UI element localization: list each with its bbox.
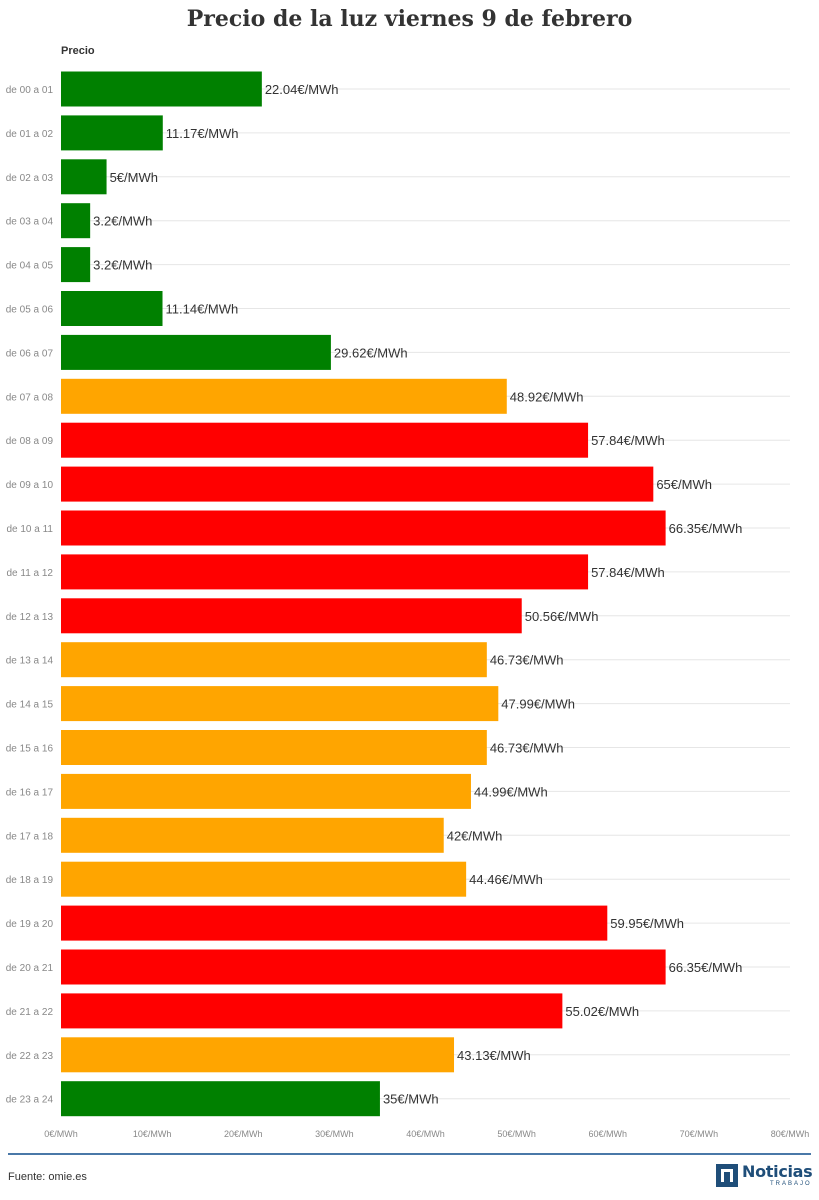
bar [61,510,666,546]
data-label: 57.84€/MWh [591,565,665,580]
category-label: de 21 a 22 [6,1007,54,1018]
bar [61,378,507,414]
data-label: 66.35€/MWh [669,521,743,536]
data-label: 5€/MWh [110,170,158,185]
bar [61,466,654,502]
data-label: 11.14€/MWh [166,302,239,317]
category-label: de 06 a 07 [6,348,54,359]
category-label: de 02 a 03 [6,173,54,184]
data-label: 22.04€/MWh [265,82,339,97]
category-label: de 22 a 23 [6,1051,54,1062]
source-note: Fuente: omie.es [8,1171,87,1183]
bar [61,71,262,107]
category-label: de 17 a 18 [6,831,54,842]
data-label: 50.56€/MWh [525,609,599,624]
bar [61,686,499,722]
data-label: 55.02€/MWh [565,1004,639,1019]
bar [61,730,487,765]
data-label: 65€/MWh [656,477,712,492]
x-tick-label: 10€/MWh [133,1129,172,1139]
category-label: de 14 a 15 [6,700,54,711]
bar [61,773,471,809]
data-label: 3.2€/MWh [93,258,152,273]
data-label: 57.84€/MWh [591,433,665,448]
data-label: 3.2€/MWh [93,214,152,229]
x-tick-label: 80€/MWh [771,1129,810,1139]
series-label: Precio [61,45,95,57]
brand-logo[interactable]: Noticias TRABAJO [716,1162,813,1190]
bar [61,291,163,326]
x-tick-label: 70€/MWh [680,1129,719,1139]
data-label: 11.17€/MWh [166,126,239,141]
category-label: de 16 a 17 [6,787,54,798]
x-tick-label: 50€/MWh [497,1129,536,1139]
x-tick-label: 0€/MWh [44,1129,78,1139]
category-label: de 23 a 24 [6,1095,54,1106]
category-label: de 04 a 05 [6,261,54,272]
category-label: de 01 a 02 [6,129,54,140]
category-label: de 09 a 10 [6,480,54,491]
data-label: 47.99€/MWh [501,697,575,712]
bar [61,422,589,458]
bar [61,334,331,370]
logo-mark-icon [716,1164,738,1187]
bar [61,115,163,151]
data-label: 43.13€/MWh [457,1048,531,1063]
data-label: 66.35€/MWh [669,960,743,975]
data-label: 44.46€/MWh [469,872,543,887]
logo-wordmark: Noticias [742,1162,813,1181]
bar [61,1037,455,1073]
footer-divider [8,1153,811,1155]
bar [61,817,444,853]
bar [61,905,608,941]
data-label: 44.99€/MWh [474,784,548,799]
x-tick-label: 40€/MWh [406,1129,445,1139]
data-label: 29.62€/MWh [334,345,408,360]
data-label: 42€/MWh [447,828,503,843]
category-label: de 08 a 09 [6,436,54,447]
category-label: de 03 a 04 [6,217,54,228]
data-label: 46.73€/MWh [490,741,564,756]
category-label: de 20 a 21 [6,963,54,974]
bar [61,993,563,1029]
bar [61,642,487,678]
data-label: 48.92€/MWh [510,389,584,404]
category-label: de 11 a 12 [6,568,53,579]
bar [61,247,91,283]
data-label: 35€/MWh [383,1092,439,1107]
x-tick-label: 20€/MWh [224,1129,263,1139]
category-label: de 05 a 06 [6,305,54,316]
category-label: de 12 a 13 [6,612,54,623]
bar [61,159,107,195]
data-label: 46.73€/MWh [490,653,564,668]
bar [61,598,522,634]
bar [61,1081,380,1117]
category-label: de 07 a 08 [6,392,54,403]
data-label: 59.95€/MWh [610,916,684,931]
category-label: de 15 a 16 [6,744,54,755]
bar-chart: de 00 a 01 22.04€/MWh de 01 a 02 11.17€/MWh… [6,71,810,1139]
chart-title: Precio de la luz viernes 9 de febrero [186,6,633,32]
x-tick-label: 30€/MWh [315,1129,354,1139]
bar [61,554,589,590]
bar [61,203,91,239]
bar [61,861,467,897]
logo-subtext: TRABAJO [770,1181,812,1187]
category-label: de 00 a 01 [6,85,54,96]
category-label: de 10 a 11 [6,524,53,535]
x-tick-label: 60€/MWh [588,1129,627,1139]
category-label: de 13 a 14 [6,656,54,667]
category-label: de 18 a 19 [6,875,54,886]
bar [61,949,666,985]
category-label: de 19 a 20 [6,919,54,930]
